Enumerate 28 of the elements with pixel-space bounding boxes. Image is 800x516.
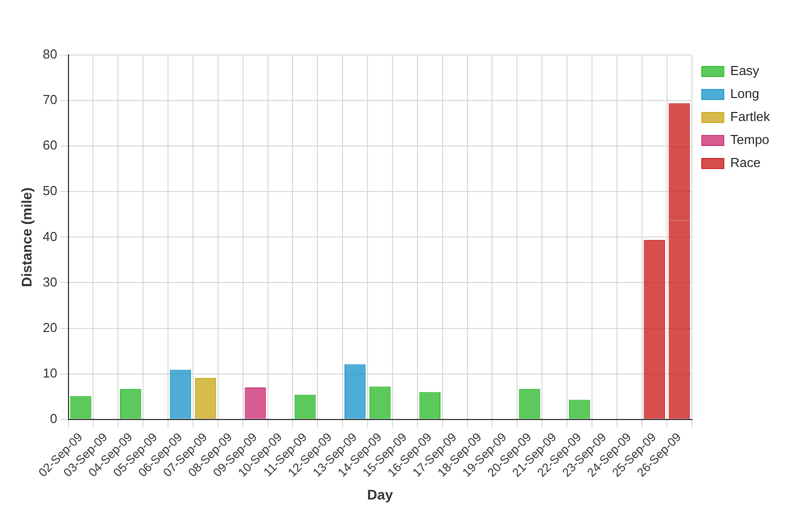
bar (369, 386, 391, 419)
bar (644, 240, 665, 419)
legend-label: Long (730, 86, 760, 102)
y-tick-label: 80 (42, 46, 58, 62)
bar (244, 388, 266, 419)
bar (70, 396, 92, 419)
y-tick-label: 10 (42, 365, 58, 380)
bar (419, 392, 440, 419)
legend-label: Race (730, 155, 761, 170)
bar (120, 388, 142, 419)
legend-label: Tempo (730, 132, 770, 148)
y-tick-label: 50 (42, 183, 58, 198)
y-axis-title: Distance (mile) (18, 187, 34, 287)
bar (170, 370, 192, 419)
bar (568, 400, 590, 419)
x-axis-title: Day (367, 486, 394, 502)
y-tick-label: 60 (42, 138, 58, 153)
y-tick-label: 0 (50, 410, 58, 426)
legend-label: Fartlek (730, 109, 770, 124)
legend-label: Easy (730, 63, 760, 78)
y-tick-label: 20 (42, 320, 58, 335)
y-tick-label: 70 (42, 92, 58, 108)
y-tick-label: 30 (42, 274, 58, 290)
bar (194, 378, 216, 419)
bar (519, 388, 540, 419)
bar (344, 364, 366, 419)
y-tick-label: 40 (42, 228, 58, 244)
bar (294, 394, 316, 419)
